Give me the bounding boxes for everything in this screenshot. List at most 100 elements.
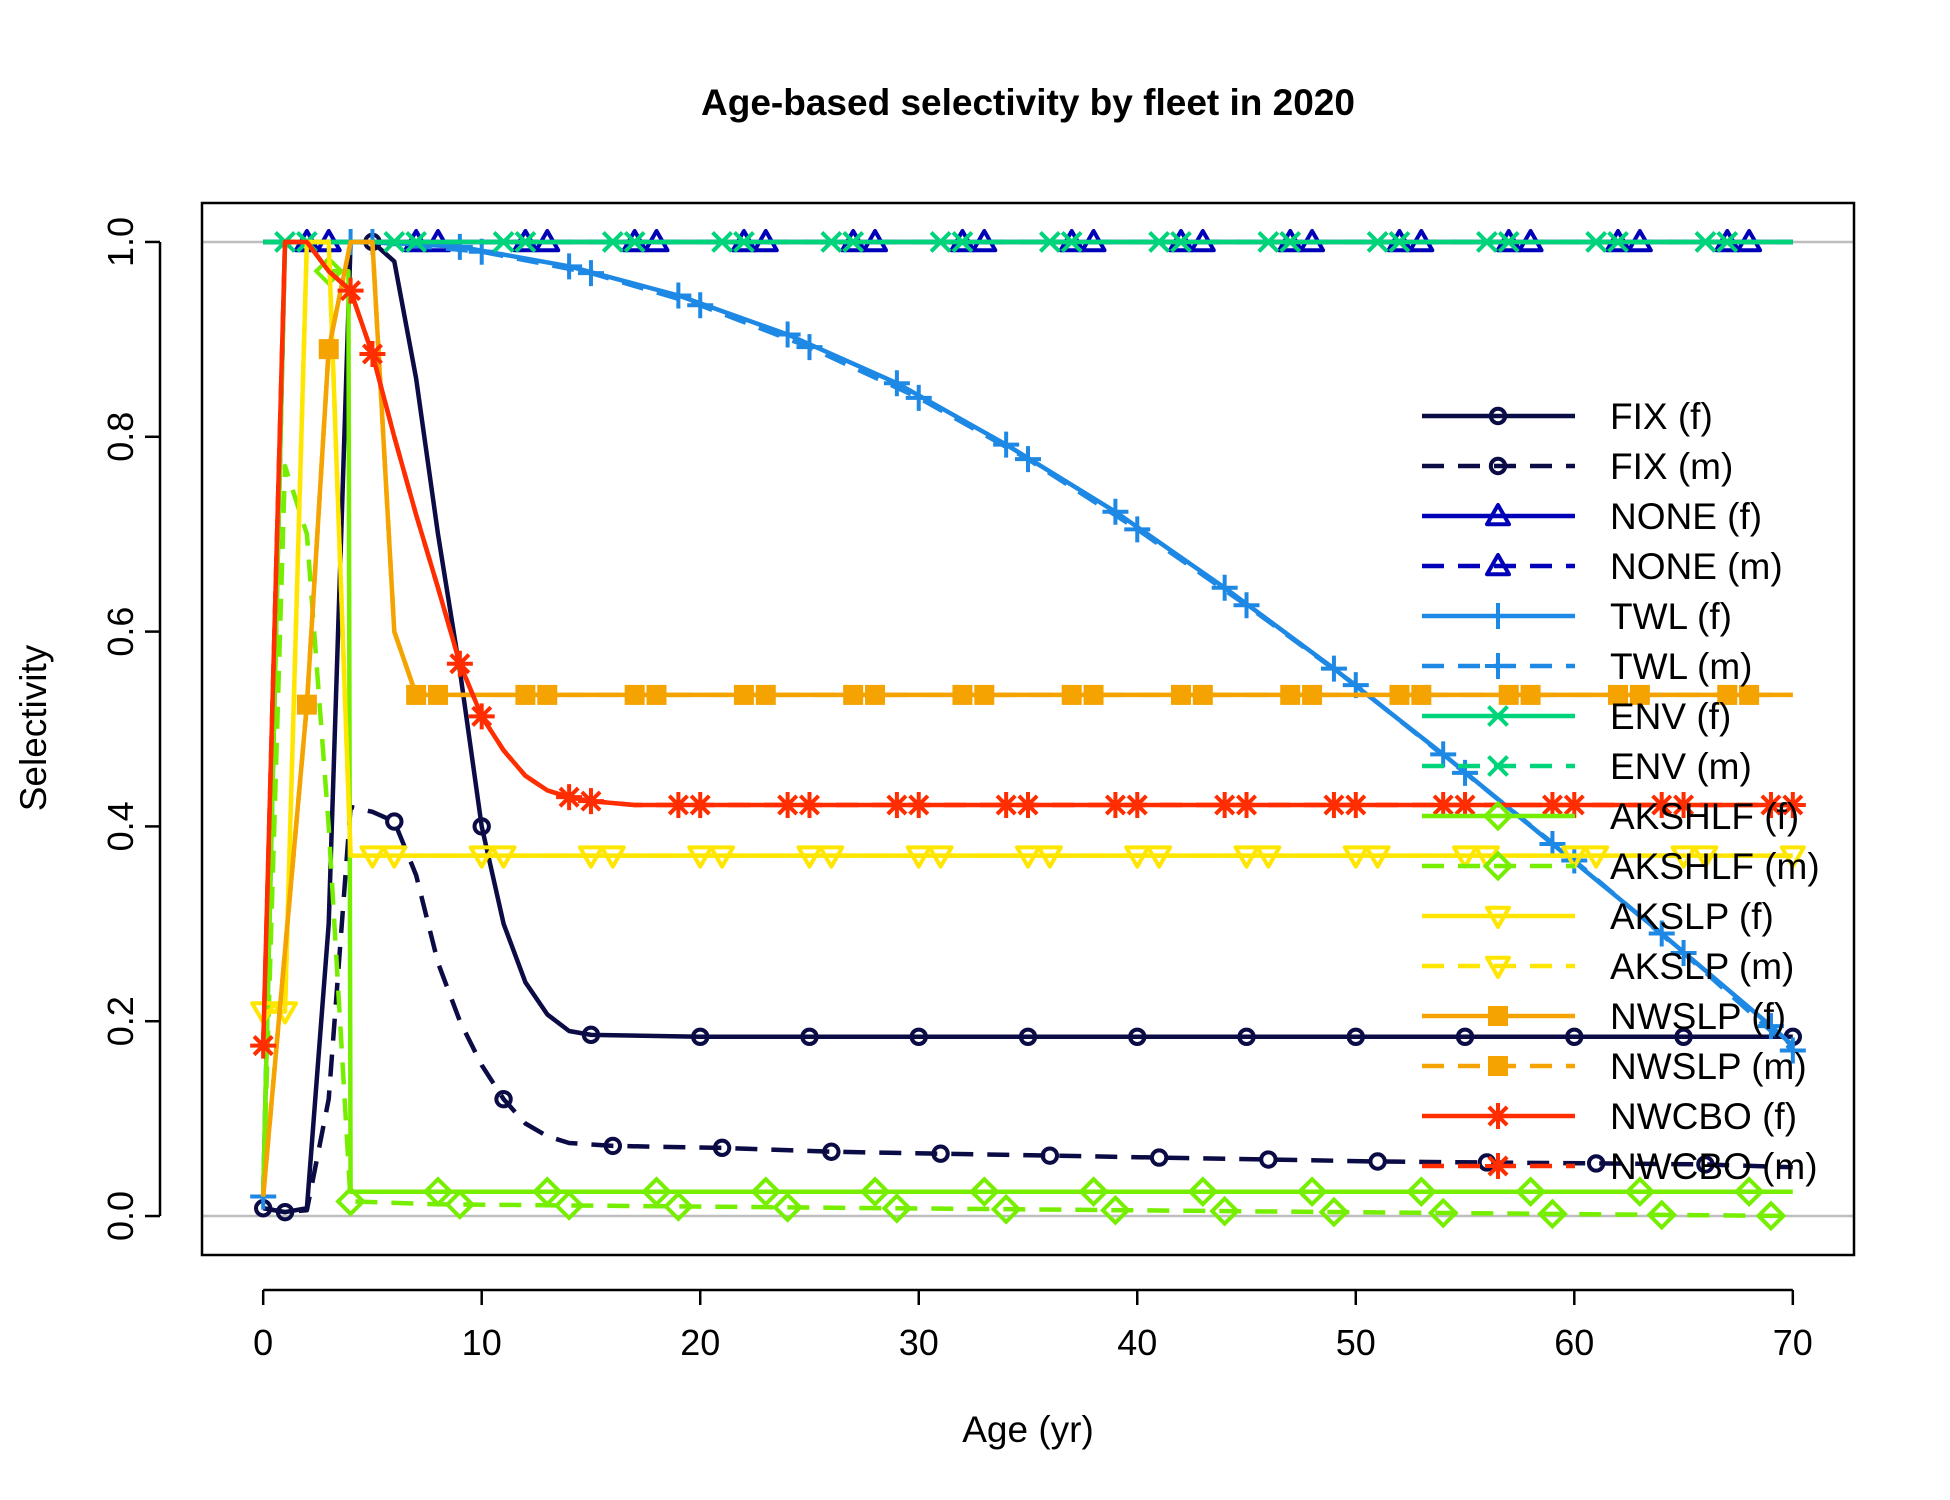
- legend-label: AKSLP (f): [1610, 896, 1774, 937]
- series-nwslp-m: [260, 239, 1793, 1197]
- marker-cross: [1257, 231, 1280, 253]
- marker-circle: [385, 812, 404, 831]
- legend-item: ENV (m): [1422, 746, 1752, 787]
- marker-circle: [472, 817, 491, 836]
- marker-circle: [691, 1027, 710, 1047]
- marker-star: [1015, 791, 1041, 818]
- marker-plus: [1779, 1037, 1806, 1064]
- marker-star: [774, 791, 801, 818]
- marker-cross: [1607, 231, 1629, 253]
- marker-diamond: [1537, 1198, 1568, 1230]
- marker-circle: [1259, 1150, 1278, 1169]
- marker-square: [1739, 684, 1760, 705]
- marker-diamond: [1406, 1176, 1437, 1208]
- marker-circle: [909, 1027, 928, 1047]
- x-tick-label: 40: [1117, 1322, 1157, 1363]
- marker-star: [1670, 791, 1697, 818]
- marker-circle: [581, 1025, 601, 1045]
- marker-plus: [905, 384, 932, 411]
- marker-circle: [1488, 406, 1508, 426]
- marker-diamond: [1318, 1196, 1350, 1228]
- marker-cross: [623, 231, 646, 253]
- legend-label: NONE (m): [1610, 546, 1783, 587]
- marker-circle: [603, 1136, 623, 1156]
- x-tick-label: 10: [462, 1322, 502, 1363]
- marker-circle: [1455, 1027, 1475, 1047]
- y-axis: 0.0 0.2 0.4 0.6 0.8 1.0: [100, 217, 162, 1241]
- marker-plus: [1124, 516, 1151, 543]
- x-tick-label: 60: [1554, 1322, 1594, 1363]
- marker-triangle-down: [927, 845, 954, 869]
- legend-item: NWCBO (f): [1422, 1096, 1797, 1137]
- marker-cross: [1475, 231, 1498, 253]
- marker-plus: [1485, 653, 1511, 679]
- marker-diamond: [1482, 800, 1514, 832]
- marker-diamond: [1646, 1199, 1678, 1231]
- marker-triangle-down: [381, 845, 408, 869]
- marker-cross: [1487, 705, 1509, 727]
- marker-circle: [1565, 1027, 1584, 1047]
- legend-label: FIX (m): [1610, 446, 1733, 487]
- marker-circle: [1696, 1155, 1715, 1174]
- marker-diamond: [1078, 1176, 1109, 1208]
- marker-triangle-down: [599, 845, 626, 869]
- marker-cross: [733, 231, 755, 253]
- marker-star: [1430, 791, 1457, 818]
- marker-diamond: [1733, 1176, 1765, 1208]
- marker-cross: [1716, 231, 1739, 253]
- marker-diamond: [444, 1189, 476, 1220]
- legend-item: NONE (m): [1422, 546, 1783, 587]
- marker-diamond: [1515, 1176, 1546, 1208]
- series-line: [262, 239, 1793, 1215]
- legend-label: ENV (m): [1610, 746, 1752, 787]
- marker-star: [665, 791, 692, 818]
- marker-circle: [275, 1202, 295, 1222]
- marker-star: [1648, 791, 1675, 818]
- marker-cross: [1038, 231, 1061, 253]
- marker-star: [359, 340, 386, 367]
- y-tick-label: 0.8: [100, 412, 141, 462]
- series-line: [260, 239, 1793, 1197]
- legend-label: NWCBO (m): [1610, 1146, 1818, 1187]
- marker-cross: [1497, 231, 1520, 253]
- marker-diamond: [1100, 1194, 1131, 1226]
- marker-plus: [796, 334, 823, 361]
- marker-triangle-down: [709, 845, 736, 869]
- marker-diamond: [750, 1176, 782, 1208]
- marker-cross: [842, 231, 865, 253]
- marker-square: [428, 684, 448, 705]
- marker-circle: [712, 1138, 732, 1158]
- marker-triangle: [1485, 553, 1511, 577]
- marker-triangle: [1485, 503, 1511, 527]
- legend-label: NWSLP (f): [1610, 996, 1786, 1037]
- marker-star: [687, 791, 714, 818]
- marker-star: [1342, 791, 1369, 818]
- marker-plus: [1015, 446, 1041, 473]
- marker-star: [1485, 1103, 1511, 1129]
- marker-star: [1320, 791, 1347, 818]
- marker-cross: [1366, 231, 1389, 253]
- marker-square: [1083, 684, 1104, 705]
- marker-cross: [601, 231, 624, 253]
- marker-plus: [1670, 940, 1697, 967]
- x-tick-label: 70: [1773, 1322, 1813, 1363]
- series-line: [260, 239, 1793, 1046]
- marker-circle: [1488, 456, 1508, 476]
- legend-label: AKSLP (m): [1610, 946, 1794, 987]
- marker-diamond: [1427, 1197, 1459, 1229]
- marker-circle: [1018, 1027, 1038, 1047]
- marker-square: [318, 339, 339, 360]
- marker-square: [1488, 1006, 1508, 1026]
- legend-label: NWSLP (m): [1610, 1046, 1807, 1087]
- legend-item: NONE (f): [1422, 496, 1762, 537]
- marker-diamond: [990, 1193, 1022, 1225]
- legend-label: ENV (f): [1610, 696, 1731, 737]
- series-fix-f: [253, 232, 1803, 1218]
- marker-star: [1233, 791, 1260, 818]
- marker-star: [883, 791, 910, 818]
- marker-cross: [711, 231, 733, 253]
- marker-square: [1192, 684, 1213, 705]
- x-tick-label: 50: [1336, 1322, 1376, 1363]
- marker-cross: [1170, 231, 1192, 253]
- marker-diamond: [1209, 1195, 1240, 1227]
